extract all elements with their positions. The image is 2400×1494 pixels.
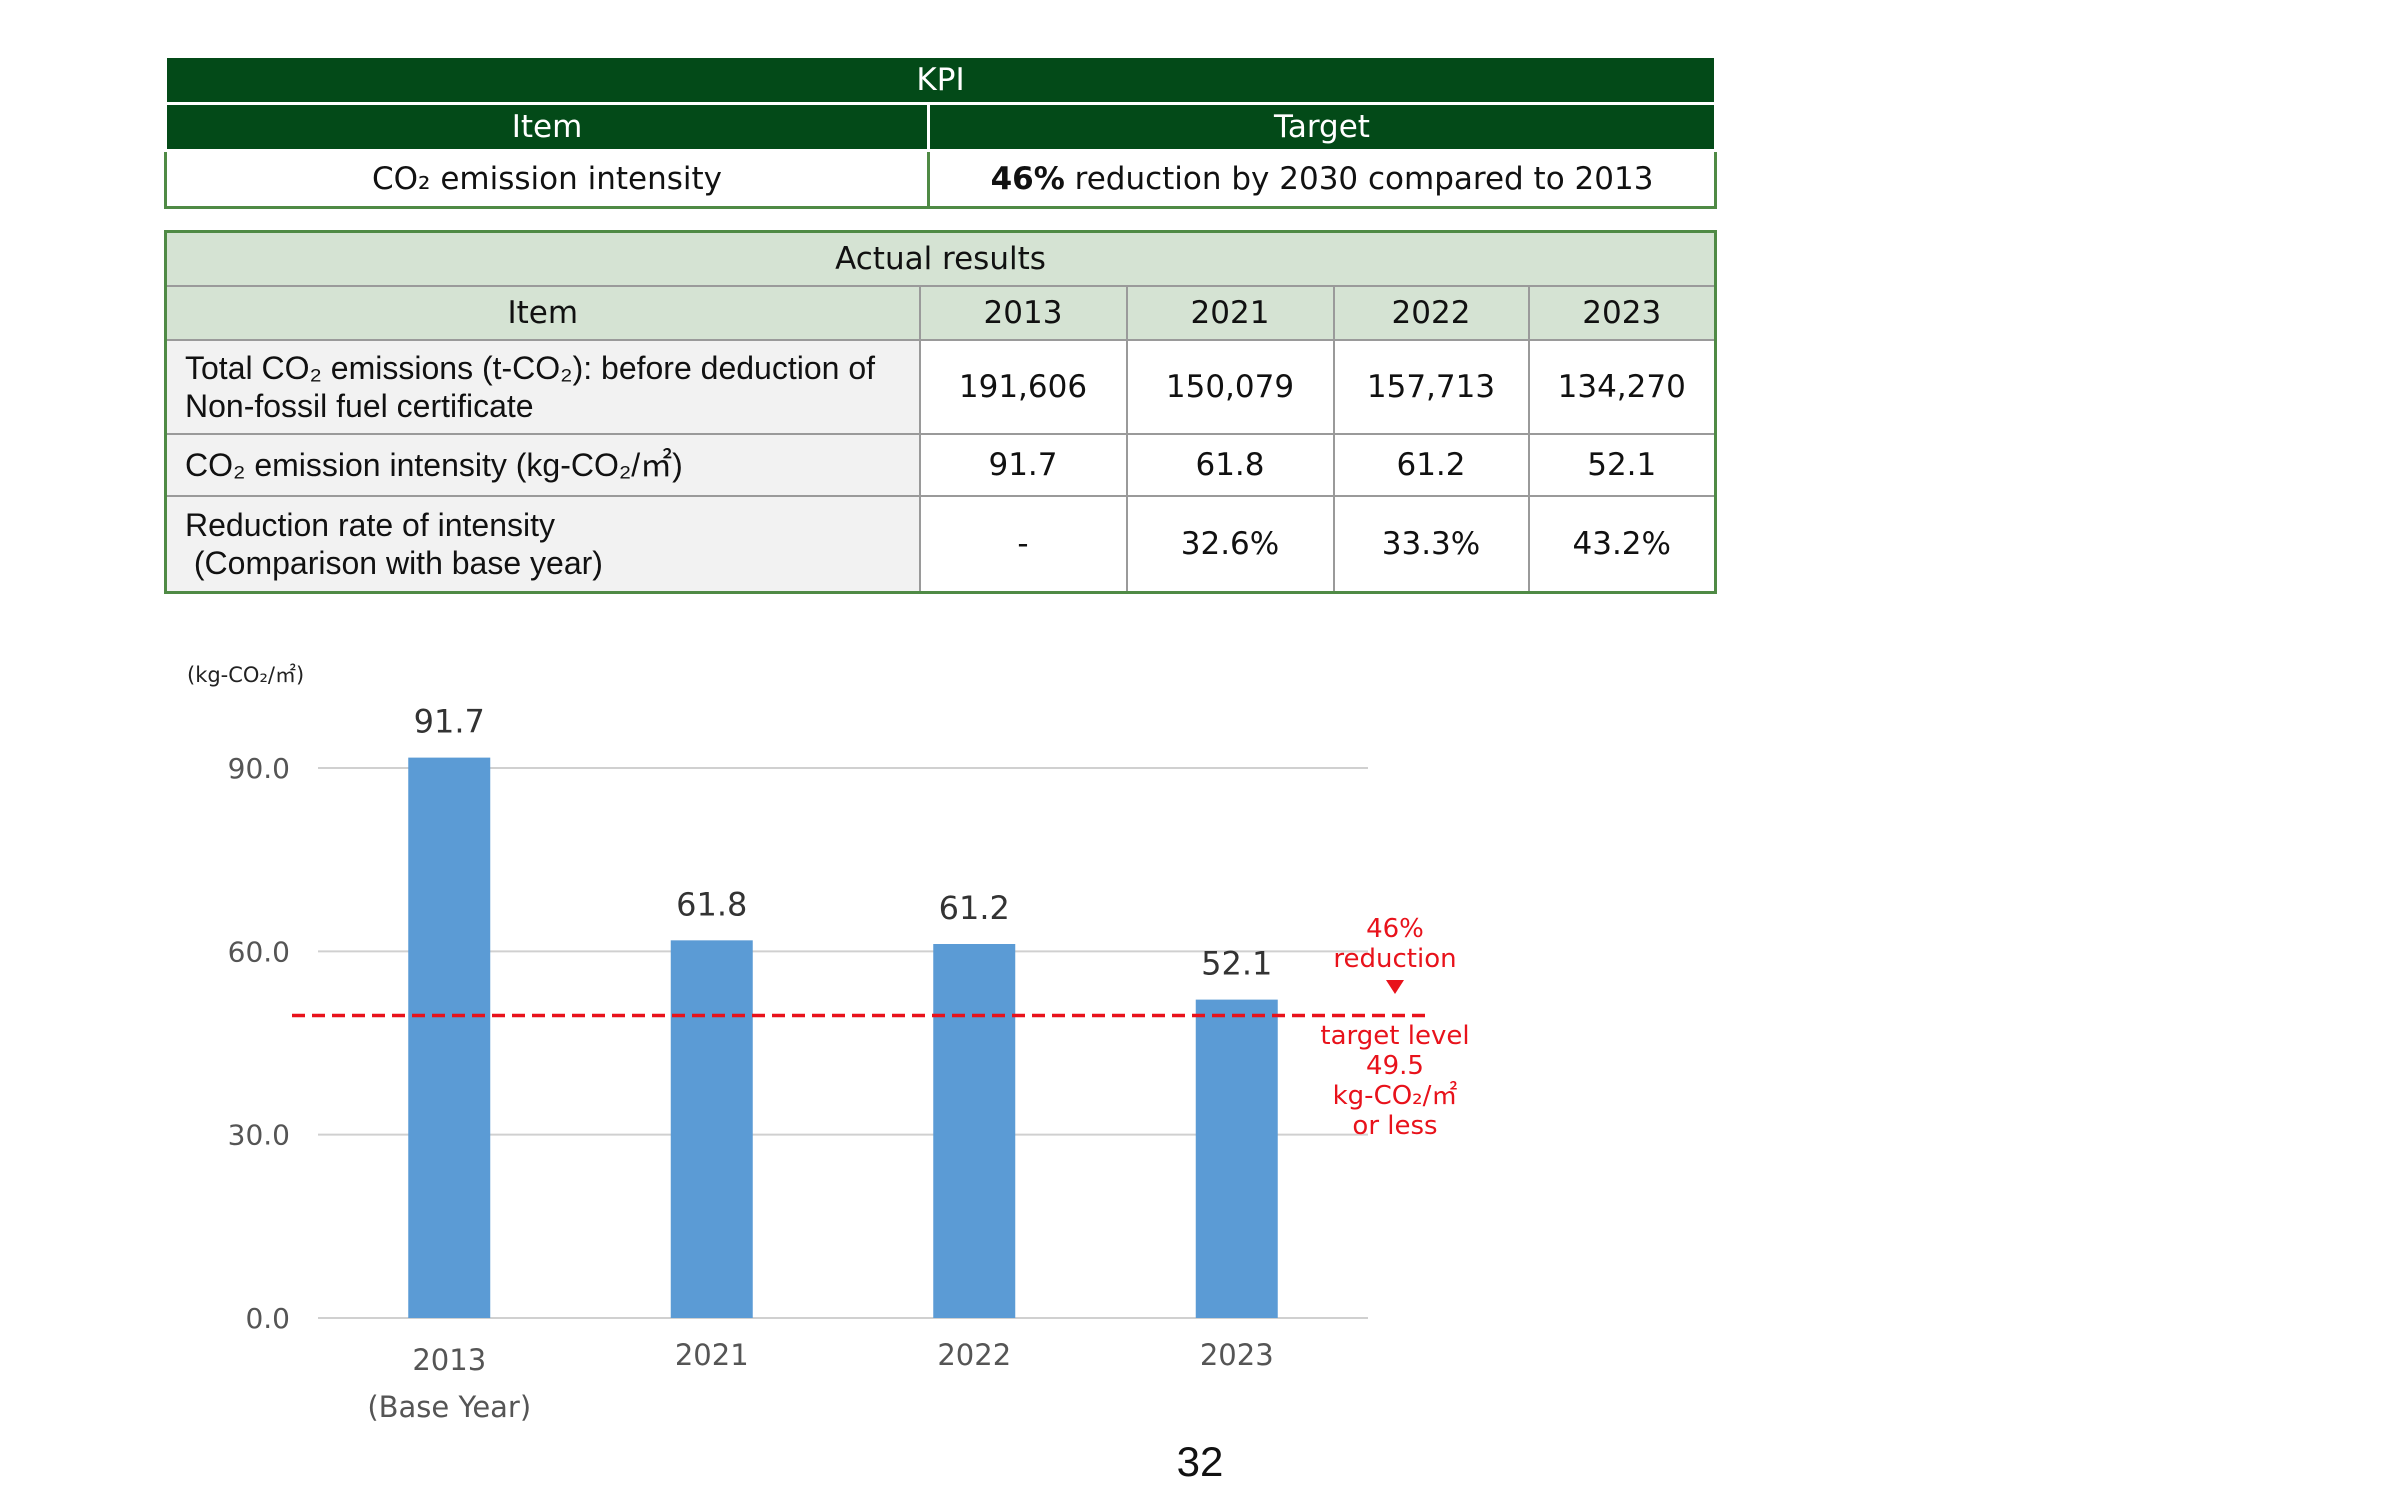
kpi-title: KPI: [163, 55, 1718, 105]
y-tick-label: 0.0: [245, 1302, 290, 1335]
x-tick-label: 2013: [412, 1343, 486, 1377]
data-label: 91.7: [414, 703, 485, 741]
y-tick-label: 90.0: [228, 752, 290, 785]
chart-bars: [408, 757, 1278, 1318]
kpi-row-target: 46% reduction by 2030 compared to 2013: [926, 149, 1718, 209]
cell-value: 32.6%: [1125, 495, 1335, 594]
chart-grid: [318, 767, 1368, 1319]
cell-value: -: [918, 495, 1128, 594]
x-tick-label: 2022: [937, 1338, 1011, 1372]
kpi-col-target: Target: [926, 102, 1718, 152]
y-tick-label: 30.0: [228, 1119, 290, 1152]
target-annotation-bottom: 49.5: [1366, 1051, 1424, 1081]
results-header-2023: 2023: [1527, 285, 1717, 341]
cell-value: 43.2%: [1527, 495, 1717, 594]
intensity-bar-chart: (kg-CO₂/㎡) 0.0 30.0 60.0 90.0 91.7 2013 (Base Y…: [187, 663, 1470, 1424]
data-label: 61.2: [939, 889, 1010, 927]
results-header-2013: 2013: [918, 285, 1128, 341]
results-header-2021: 2021: [1125, 285, 1335, 341]
target-annotation-bottom: kg-CO₂/㎡: [1333, 1081, 1458, 1111]
data-label: 61.8: [676, 885, 747, 923]
target-annotation-top: reduction: [1333, 944, 1456, 974]
cell-value: 191,606: [918, 339, 1128, 435]
x-tick-sublabel: (Base Year): [367, 1390, 531, 1424]
table-row: Reduction rate of intensity (Comparison …: [164, 495, 1717, 594]
item-line: Reduction rate of intensity: [185, 507, 555, 543]
cell-value: 150,079: [1125, 339, 1335, 435]
item-line: Total CO₂ emissions (t-CO₂): before dedu…: [185, 350, 875, 386]
kpi-target-text: reduction by 2030 compared to 2013: [1064, 161, 1654, 197]
cell-value: 134,270: [1527, 339, 1717, 435]
cell-value: 52.1: [1527, 433, 1717, 497]
item-line: Non-fossil fuel certificate: [185, 388, 534, 424]
cell-value: 33.3%: [1332, 495, 1530, 594]
bar-2022: [933, 944, 1016, 1318]
kpi-row-item: CO₂ emission intensity: [164, 149, 930, 209]
target-annotation-bottom: or less: [1352, 1111, 1437, 1141]
row-item-reduction-rate: Reduction rate of intensity (Comparison …: [164, 495, 921, 594]
chart-unit-label: (kg-CO₂/㎡): [187, 663, 304, 687]
results-header-item: Item: [164, 285, 921, 341]
item-line: CO₂ emission intensity (kg-CO₂/㎡): [185, 447, 683, 483]
bar-2023: [1195, 999, 1278, 1318]
row-item-total-emissions: Total CO₂ emissions (t-CO₂): before dedu…: [164, 339, 921, 435]
results-title: Actual results: [164, 230, 1717, 287]
item-line: (Comparison with base year): [185, 545, 603, 581]
bar-2013: [408, 757, 491, 1318]
data-label: 52.1: [1201, 945, 1272, 983]
cell-value: 61.2: [1332, 433, 1530, 497]
bar-2021: [670, 940, 753, 1318]
chart-labels: (kg-CO₂/㎡) 0.0 30.0 60.0 90.0 91.7 2013 (Base Y…: [187, 663, 1274, 1424]
table-row: CO₂ emission intensity (kg-CO₂/㎡) 91.7 6…: [164, 433, 1717, 497]
y-tick-label: 60.0: [228, 935, 290, 968]
down-arrow-icon: [1386, 980, 1404, 994]
x-tick-label: 2023: [1200, 1338, 1274, 1372]
table-row: Total CO₂ emissions (t-CO₂): before dedu…: [164, 339, 1717, 435]
kpi-col-item: Item: [164, 102, 930, 152]
cell-value: 61.8: [1125, 433, 1335, 497]
page-number: 32: [1176, 1438, 1224, 1485]
kpi-table: KPI Item Target CO₂ emission intensity 4…: [163, 55, 1718, 209]
cell-value: 91.7: [918, 433, 1128, 497]
target-annotation-bottom: target level: [1320, 1021, 1469, 1051]
kpi-target-percent: 46%: [990, 161, 1065, 197]
target-annotation-top: 46%: [1366, 914, 1424, 944]
x-tick-label: 2021: [675, 1338, 749, 1372]
results-table: Actual results Item 2013 2021 2022 2023 …: [164, 230, 1717, 594]
row-item-intensity: CO₂ emission intensity (kg-CO₂/㎡): [164, 433, 921, 497]
cell-value: 157,713: [1332, 339, 1530, 435]
results-header-2022: 2022: [1332, 285, 1530, 341]
